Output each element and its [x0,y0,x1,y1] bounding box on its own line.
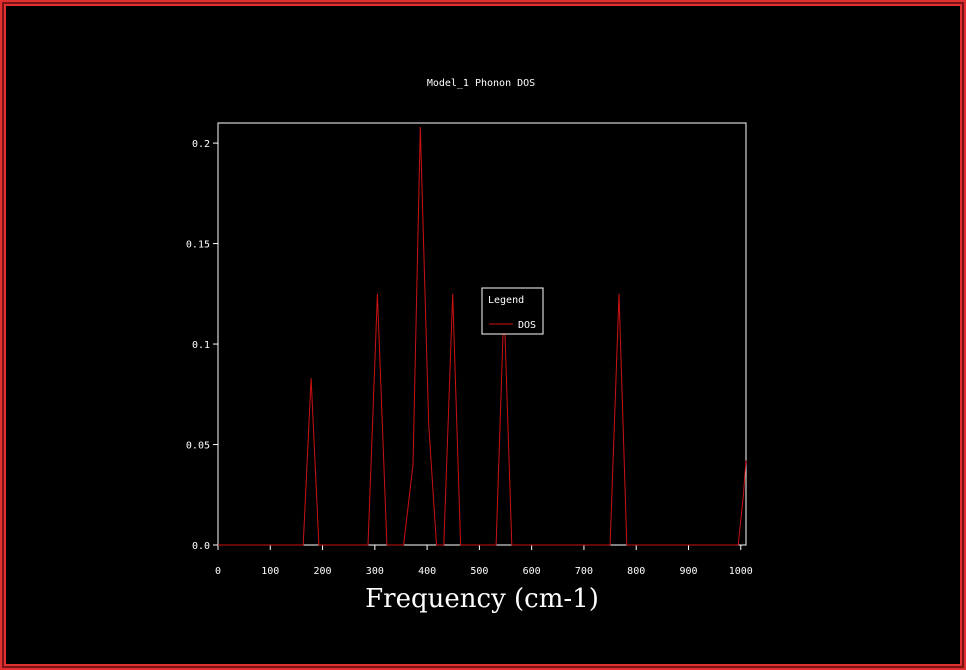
x-tick-label: 300 [366,566,384,577]
chart-title: Model_1 Phonon DOS [427,78,535,89]
legend-label-dos: DOS [518,320,536,331]
x-tick-label: 100 [261,566,279,577]
x-tick-label: 800 [627,566,645,577]
legend-box [481,287,544,335]
x-axis-label: Frequency (cm-1) [365,584,599,614]
x-tick-label: 200 [314,566,332,577]
x-tick-label: 900 [679,566,697,577]
x-axis: 0 100 200 300 400 500 600 700 800 900 1000 [215,545,753,577]
legend: Legend DOS [481,287,544,335]
x-tick-label: 1000 [729,566,753,577]
dos-series-line [218,126,747,546]
x-tick-label: 600 [523,566,541,577]
y-tick-label: 0.1 [192,340,210,351]
y-tick-label: 0.0 [192,541,210,552]
y-tick-label: 0.05 [186,441,210,452]
x-tick-label: 400 [418,566,436,577]
legend-title: Legend [488,295,524,306]
y-axis: 0.0 0.05 0.1 0.15 0.2 [186,139,218,552]
x-tick-label: 500 [470,566,488,577]
x-tick-label: 0 [215,566,221,577]
y-tick-label: 0.2 [192,139,210,150]
y-tick-label: 0.15 [186,240,210,251]
x-tick-label: 700 [575,566,593,577]
